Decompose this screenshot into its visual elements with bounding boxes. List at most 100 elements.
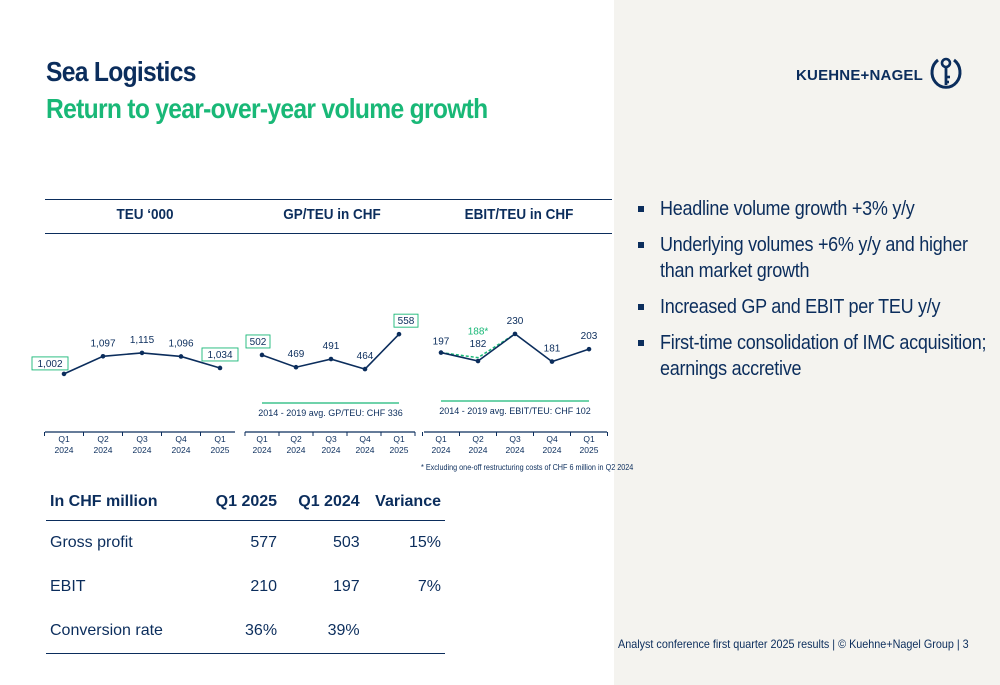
data-point: [438, 350, 444, 355]
x-tick-label: Q2: [97, 434, 109, 444]
table-header-cell: In CHF million: [46, 484, 199, 521]
x-tick-label: 2024: [432, 445, 451, 455]
table-cell: EBIT: [50, 578, 86, 595]
table-cell: 577: [250, 534, 278, 551]
data-label-box: [393, 313, 419, 328]
x-tick-label: Q3: [136, 434, 148, 444]
table-cell: 15%: [408, 534, 441, 551]
data-point: [549, 359, 555, 364]
series-line: [440, 332, 590, 363]
data-label: 182: [470, 339, 487, 350]
page-subtitle: Return to year-over-year volume growth: [46, 93, 488, 124]
bullet-item: Increased GP and EBIT per TEU y/y: [636, 294, 976, 320]
data-label: 1,097: [90, 338, 115, 349]
x-tick-label: Q1: [435, 434, 447, 444]
slide-footer: Analyst conference first quarter 2025 re…: [618, 637, 969, 651]
chart-header-top-rule: [45, 199, 612, 200]
data-label: 1,096: [168, 338, 193, 349]
chart-title-teu: TEU ‘000: [116, 206, 174, 223]
x-tick-label: Q4: [546, 434, 558, 444]
data-point: [396, 331, 402, 337]
table-header-cell: Q1 2025: [198, 484, 282, 521]
right-panel-background: [614, 0, 1000, 685]
data-label: 1,034: [207, 350, 232, 361]
data-label-box: [201, 347, 239, 362]
key-points-list: Headline volume growth +3% y/y Underlyin…: [636, 196, 987, 392]
reference-label: 2014 - 2019 avg. GP/TEU: CHF 336: [258, 408, 403, 418]
data-label: 469: [288, 349, 305, 360]
data-point: [259, 352, 265, 358]
data-point: [217, 365, 223, 371]
x-tick-label: 2024: [94, 445, 113, 455]
chart-title-ebit-teu: EBIT/TEU in CHF: [464, 206, 574, 223]
data-label-box: [31, 356, 69, 371]
data-label: 558: [398, 316, 415, 327]
x-tick-label: 2024: [133, 445, 152, 455]
x-tick-label: Q1: [214, 434, 226, 444]
data-label: 203: [581, 331, 598, 342]
data-label: 1,115: [130, 335, 155, 346]
x-tick-label: 2024: [356, 445, 375, 455]
data-label-box: [245, 334, 271, 349]
table-cell: 210: [250, 578, 278, 595]
x-tick-label: 2025: [211, 445, 230, 455]
table-cell: [363, 609, 445, 654]
chart-header-bottom-rule: [45, 233, 612, 234]
x-tick-label: 2024: [322, 445, 341, 455]
data-label: 181: [544, 344, 561, 355]
x-tick-label: 2025: [580, 445, 599, 455]
x-tick-label: Q2: [472, 434, 484, 444]
table-cell: Gross profit: [50, 534, 133, 551]
series-line: [63, 352, 221, 375]
data-label: 230: [507, 316, 524, 327]
financials-table: In CHF million Q1 2025 Q1 2024 Variance …: [46, 484, 445, 654]
bullet-item: First-time consolidation of IMC acquisit…: [636, 330, 987, 382]
bullet-item: Underlying volumes +6% y/y and higher th…: [636, 232, 976, 284]
adjusted-data-label: 188*: [468, 327, 489, 338]
x-tick-label: Q1: [58, 434, 70, 444]
data-point: [512, 331, 518, 337]
table-header-cell: Q1 2024: [281, 484, 364, 521]
table-header-cell: Variance: [363, 484, 445, 521]
table-cell: 39%: [281, 609, 364, 654]
x-tick-label: 2024: [253, 445, 272, 455]
table-row: EBIT 210 197 7%: [46, 565, 445, 609]
data-point: [61, 371, 67, 377]
data-label: 464: [357, 351, 374, 362]
x-tick-label: Q2: [290, 434, 302, 444]
chart-footnote: * Excluding one-off restructuring costs …: [421, 462, 634, 472]
x-tick-label: 2024: [469, 445, 488, 455]
x-tick-label: Q4: [359, 434, 371, 444]
x-tick-label: Q1: [393, 434, 405, 444]
data-label: 197: [433, 337, 450, 348]
data-point: [328, 356, 334, 362]
adjusted-series-line: [440, 333, 516, 359]
x-tick-label: Q1: [583, 434, 595, 444]
data-label: 502: [250, 337, 267, 348]
table-cell: Conversion rate: [46, 609, 199, 654]
data-label: 1,002: [37, 359, 62, 370]
data-point: [293, 364, 299, 370]
x-tick-label: 2025: [390, 445, 409, 455]
logo-text: KUEHNE+NAGEL: [796, 66, 923, 84]
x-tick-label: 2024: [287, 445, 306, 455]
x-tick-label: 2024: [55, 445, 74, 455]
bullet-item: Headline volume growth +3% y/y: [636, 196, 976, 222]
x-tick-label: Q3: [325, 434, 337, 444]
x-tick-label: 2024: [543, 445, 562, 455]
data-point: [178, 354, 184, 359]
table-cell: 7%: [417, 578, 441, 595]
table-cell: 197: [332, 578, 360, 595]
table-cell: 503: [332, 534, 360, 551]
data-point: [100, 353, 106, 359]
chart-title-gp-teu: GP/TEU in CHF: [283, 206, 381, 223]
data-label: 491: [323, 341, 340, 352]
x-tick-label: Q4: [175, 434, 187, 444]
x-tick-label: Q3: [509, 434, 521, 444]
anchor-key-icon: [930, 57, 962, 89]
x-tick-label: Q1: [256, 434, 268, 444]
x-tick-label: 2024: [172, 445, 191, 455]
company-logo: KUEHNE+NAGEL: [796, 55, 963, 95]
page-title: Sea Logistics: [46, 56, 196, 87]
x-tick-label: 2024: [506, 445, 525, 455]
